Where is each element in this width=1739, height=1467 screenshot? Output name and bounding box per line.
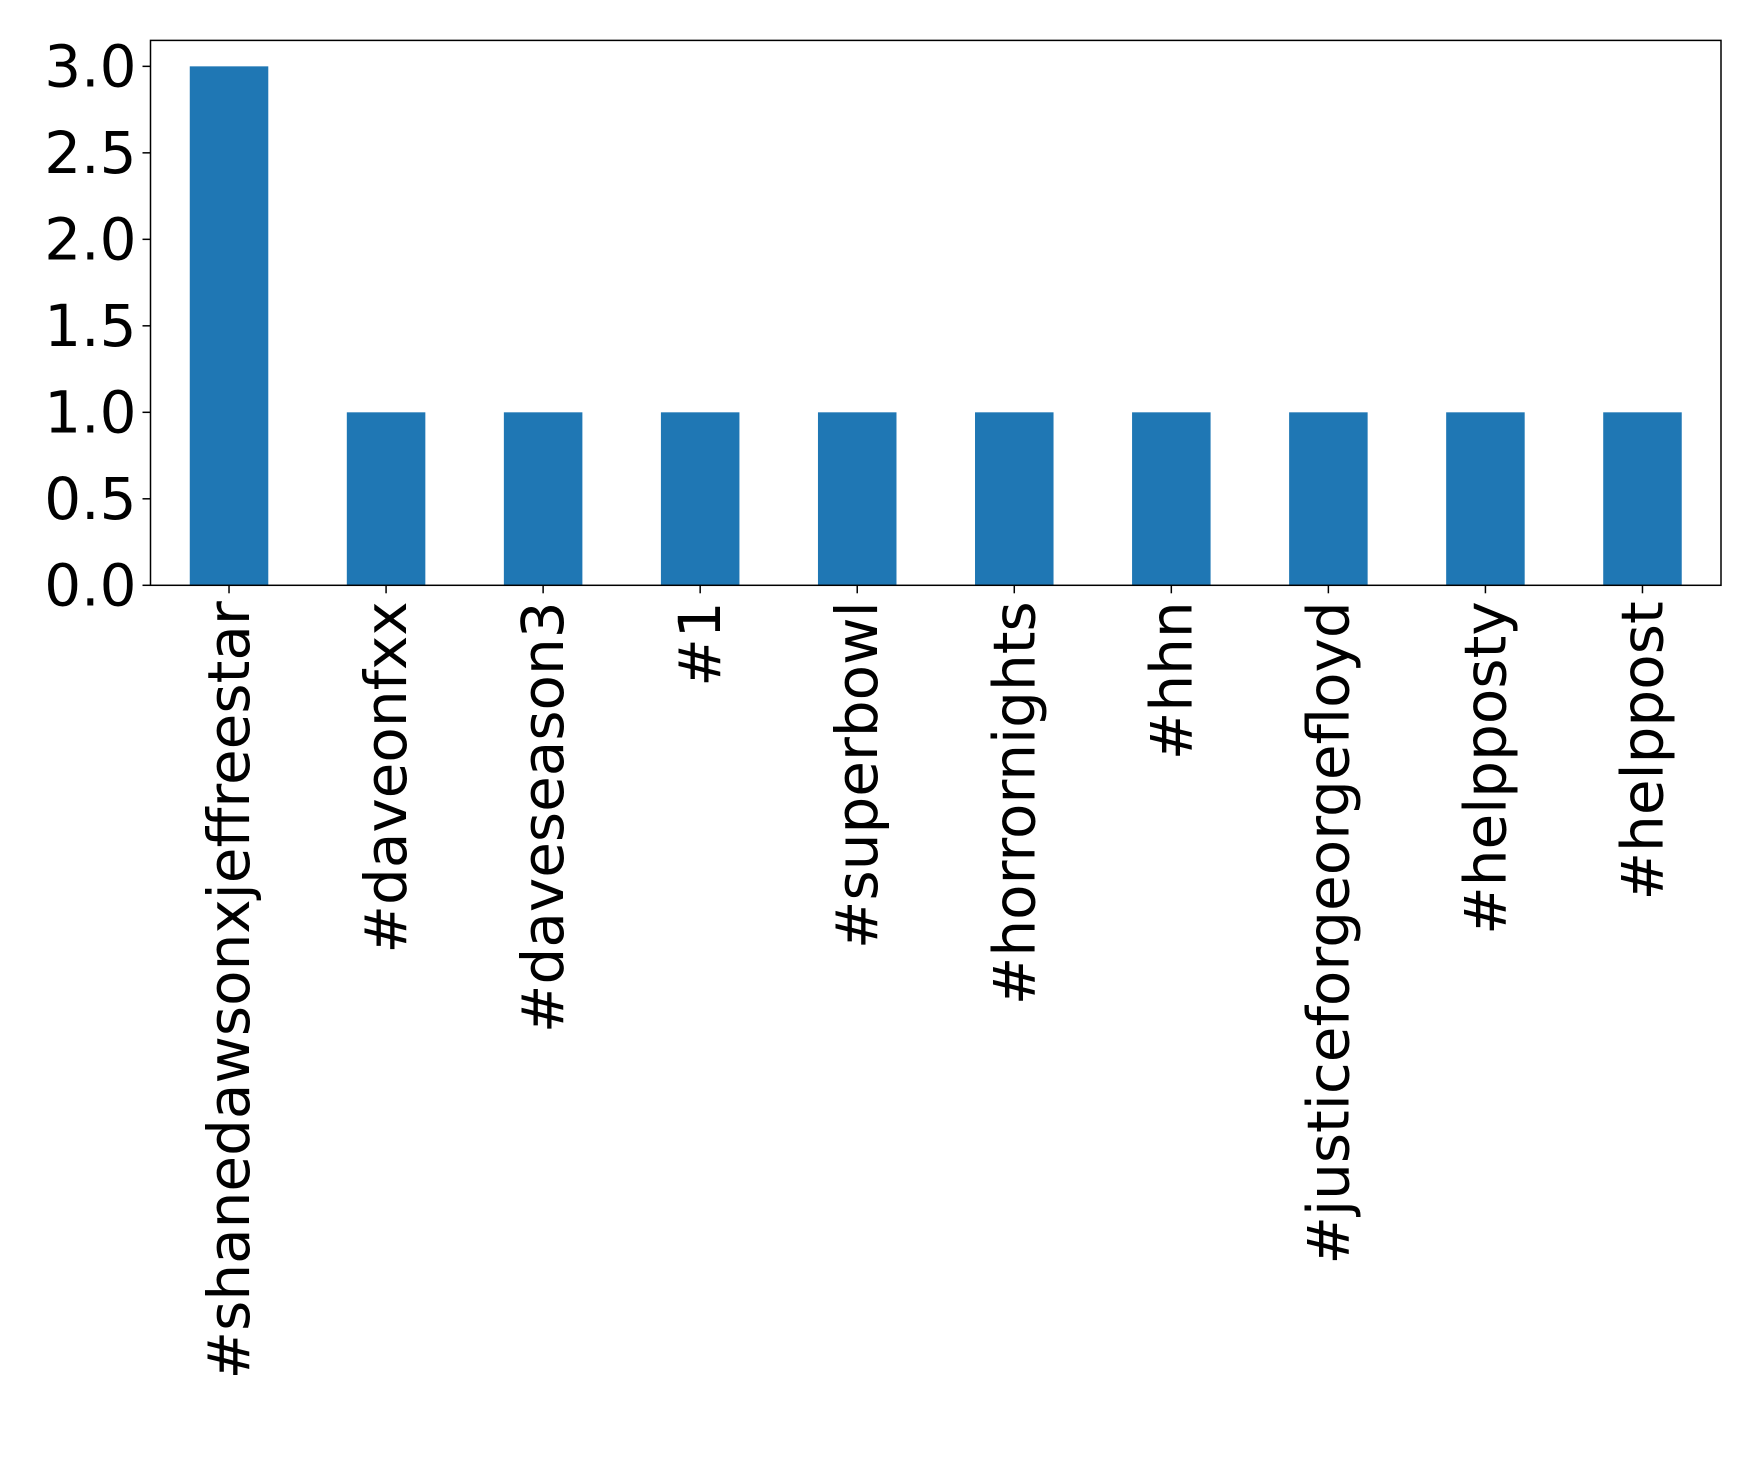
x-tick-label: #helppost <box>1608 601 1676 900</box>
bar <box>503 412 583 586</box>
bar <box>1603 412 1682 586</box>
bar <box>975 412 1054 586</box>
y-tick-label: 1.5 <box>44 292 136 360</box>
x-tick-label: #daveseason3 <box>509 601 577 1033</box>
bar <box>817 412 897 586</box>
bar <box>1289 412 1368 586</box>
x-tick-label: #shanedawsonxjeffreestar <box>195 601 263 1379</box>
x-tick-label: #1 <box>666 601 734 687</box>
x-tick-label: #daveonfxx <box>352 601 420 953</box>
x-tick-label: #horrornights <box>980 601 1048 1005</box>
y-tick-label: 2.5 <box>44 119 136 187</box>
y-tick-label: 1.0 <box>44 378 136 446</box>
y-tick-label: 0.0 <box>44 551 136 619</box>
bar <box>1132 412 1211 586</box>
x-tick-label: #superbowl <box>823 601 891 949</box>
bar <box>1446 412 1525 586</box>
x-tick-label: #helpposty <box>1451 601 1519 935</box>
plot-frame <box>149 39 1722 587</box>
y-tick-label: 3.0 <box>44 32 136 100</box>
bar <box>660 412 740 586</box>
bar <box>189 66 269 586</box>
x-tick-label: #justiceforgeorgefloyd <box>1294 601 1362 1264</box>
x-tick-label: #hhn <box>1137 601 1205 760</box>
y-tick-label: 0.5 <box>44 465 136 533</box>
y-tick-label: 2.0 <box>44 205 136 273</box>
bar <box>346 412 426 586</box>
